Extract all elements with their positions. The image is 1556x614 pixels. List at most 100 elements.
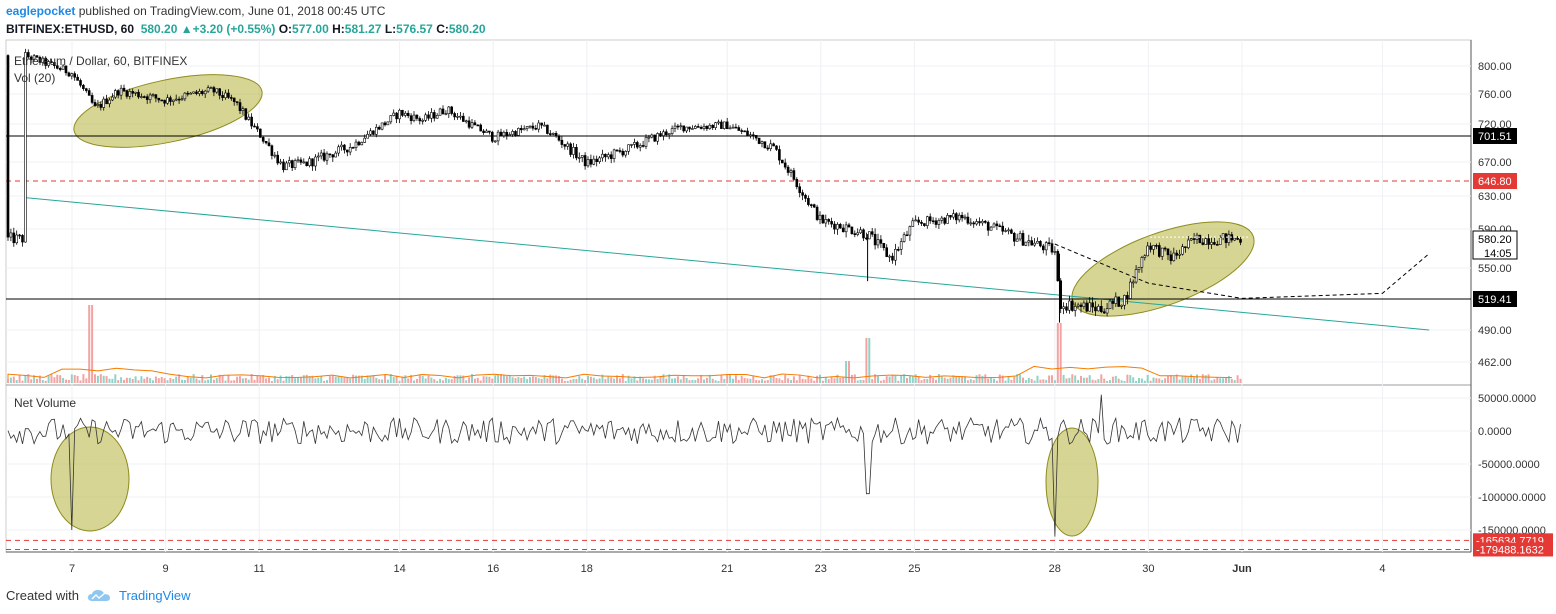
volume-bar [737, 379, 740, 383]
volume-bar [627, 375, 630, 383]
candle-body [876, 239, 880, 246]
candle-body [134, 91, 137, 94]
candle-body [604, 153, 607, 158]
volume-bar [1222, 378, 1225, 383]
volume-bar [169, 378, 172, 383]
volume-bar [589, 376, 592, 383]
candle-body [670, 128, 674, 134]
highlight-ellipses [50, 74, 1255, 537]
candle-body [722, 121, 726, 129]
candle-body [740, 130, 744, 132]
candle-body [482, 130, 485, 133]
volume-bar [236, 376, 239, 383]
volume-bar [781, 380, 784, 383]
volume-bar [610, 377, 613, 383]
tradingview-link[interactable]: TradingView [118, 588, 191, 603]
candle-body [177, 98, 181, 101]
chart-canvas[interactable]: 800.00760.00720.00670.00630.00590.00550.… [0, 0, 1556, 582]
candle-body [534, 127, 538, 130]
candle-body [9, 232, 13, 238]
candle-body [1160, 247, 1164, 257]
candle-body [151, 94, 155, 96]
volume-bar [502, 375, 505, 383]
volume-bar [865, 338, 868, 383]
volume-bar [38, 375, 41, 383]
candle-body [575, 147, 578, 159]
candle-body [780, 159, 784, 164]
volume-bar [21, 380, 24, 383]
volume-bar [1030, 379, 1033, 383]
candle-body [879, 239, 883, 244]
volume-bar [1213, 379, 1216, 383]
candle-body [775, 145, 778, 150]
candle-body [1024, 241, 1028, 246]
author-link[interactable]: eaglepocket [6, 4, 76, 18]
volume-bar [407, 378, 410, 383]
volume-bar [99, 374, 102, 383]
volume-bar [1216, 377, 1219, 383]
level-price-tag [1473, 128, 1517, 144]
candle-body [543, 124, 546, 127]
level-price-label: 701.51 [1478, 131, 1512, 143]
volume-bar [447, 379, 450, 383]
footer: Created with TradingView [6, 588, 191, 603]
candle-body [783, 162, 787, 168]
candle-body [746, 130, 749, 136]
volume-bar [903, 374, 906, 383]
volume-bar [682, 375, 685, 383]
volume-bar [262, 374, 265, 383]
candle-body [606, 154, 610, 158]
volume-bar [381, 379, 384, 383]
candle-body [140, 96, 143, 98]
volume-bar [955, 376, 958, 383]
volume-bar [543, 374, 546, 383]
volume-bar [233, 380, 236, 383]
candle-body [293, 160, 297, 168]
volume-bar [1004, 380, 1007, 383]
candle-body [1079, 304, 1083, 307]
volume-bar [1158, 378, 1161, 383]
volume-bar [885, 376, 888, 383]
highlight-ellipse [50, 426, 130, 532]
volume-bar [935, 379, 937, 383]
volume-bar [778, 378, 781, 383]
volume-bar [598, 378, 601, 383]
candle-body [337, 146, 340, 154]
volume-bar [714, 380, 717, 383]
volume-bar [1120, 380, 1123, 383]
volume-bar [859, 379, 862, 383]
volume-bar [1187, 377, 1190, 383]
candle-body [1010, 229, 1013, 234]
volume-bar [212, 379, 215, 383]
volume-bar [372, 375, 375, 383]
candle-body [769, 143, 773, 149]
candle-body [789, 170, 793, 173]
candle-body [1042, 245, 1045, 251]
candle-body [725, 121, 729, 130]
candle-body [459, 115, 462, 118]
volume-bar [1106, 380, 1109, 383]
candle-body [1210, 242, 1213, 245]
volume-bar [128, 377, 131, 383]
price-pane[interactable] [6, 48, 1471, 383]
candle-body [99, 104, 103, 108]
net-volume-pane[interactable] [6, 394, 1471, 550]
candle-body [192, 91, 195, 94]
candle-body [928, 216, 932, 222]
volume-bar [9, 377, 12, 383]
volume-bar [343, 377, 346, 383]
volume-bar [88, 305, 91, 383]
volume-bar [53, 377, 56, 383]
candle-body [763, 141, 767, 149]
volume-bar [378, 379, 381, 383]
candle-body [366, 134, 369, 139]
volume-tick-label: 50000.0000 [1478, 393, 1536, 405]
volume-bar [853, 374, 856, 383]
candle-body [931, 220, 935, 223]
chart-title: Ethereum / Dollar, 60, BITFINEX [14, 54, 187, 68]
candle-body [635, 142, 639, 148]
candle-body [905, 234, 909, 237]
candle-body [728, 127, 732, 130]
volume-bar [647, 379, 650, 383]
candle-body [267, 142, 271, 147]
